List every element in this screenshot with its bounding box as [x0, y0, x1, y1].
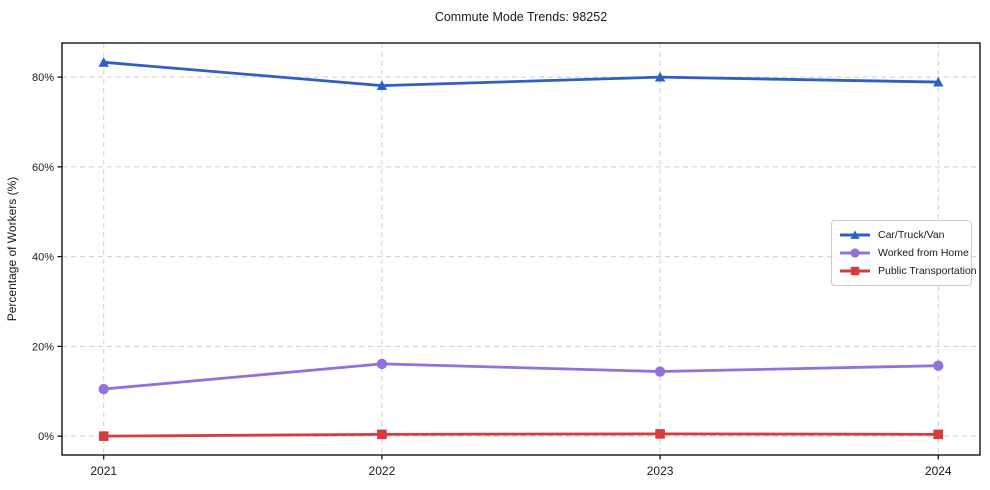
legend-item-worked-from-home: Worked from Home: [840, 244, 969, 262]
chart-title: Commute Mode Trends: 98252: [435, 10, 607, 24]
y-tick-label: 80%: [32, 72, 54, 84]
data-point-marker: [98, 431, 109, 441]
data-point-marker: [850, 266, 860, 276]
y-tick-label: 40%: [32, 252, 54, 264]
data-point-marker: [654, 366, 666, 377]
data-point-marker: [933, 360, 944, 371]
y-tick-label: 0%: [38, 431, 54, 443]
legend-label: Public Transportation: [878, 265, 977, 277]
data-point-marker: [933, 76, 944, 87]
data-point-marker: [850, 248, 860, 258]
series-line: [102, 60, 940, 88]
legend-marker-icon: [840, 230, 870, 239]
y-tick-label: 60%: [32, 162, 54, 174]
data-point-marker: [850, 230, 860, 239]
series-line: [102, 432, 940, 438]
legend-marker-icon: [840, 248, 870, 258]
x-tick-label: 2022: [369, 464, 396, 478]
legend-marker-icon: [840, 266, 870, 276]
y-tick-label: 20%: [32, 341, 54, 353]
axes-layer: 0% 20% 40% 60% 80% 2021 2022 2023 2024: [32, 42, 981, 478]
series-layer: [98, 57, 944, 441]
x-tick-label: 2021: [90, 464, 117, 478]
data-point-marker: [98, 57, 109, 67]
plot-frame: [61, 42, 981, 456]
data-point-marker: [933, 429, 944, 440]
x-tick-label: 2024: [925, 464, 952, 478]
series-worked-from-home: [98, 358, 944, 395]
legend-label: Car/Truck/Van: [878, 229, 945, 241]
legend-item-car-truck-van: Car/Truck/Van: [840, 226, 964, 244]
series-car-truck-van: [98, 57, 944, 91]
data-point-marker: [376, 358, 388, 370]
series-public-transportation: [98, 429, 944, 441]
data-point-marker: [655, 429, 665, 439]
data-point-marker: [654, 71, 666, 82]
data-point-marker: [377, 429, 387, 440]
legend-item-public-transportation: Public Transportation: [840, 262, 977, 280]
data-point-marker: [98, 383, 109, 395]
x-tick-label: 2023: [647, 464, 674, 478]
legend-label: Worked from Home: [878, 247, 969, 259]
y-axis-label: Percentage of Workers (%): [5, 177, 19, 322]
series-line: [102, 362, 940, 391]
data-point-marker: [376, 80, 388, 91]
legend-box: Car/Truck/Van Worked from Home Public Tran…: [831, 220, 977, 286]
